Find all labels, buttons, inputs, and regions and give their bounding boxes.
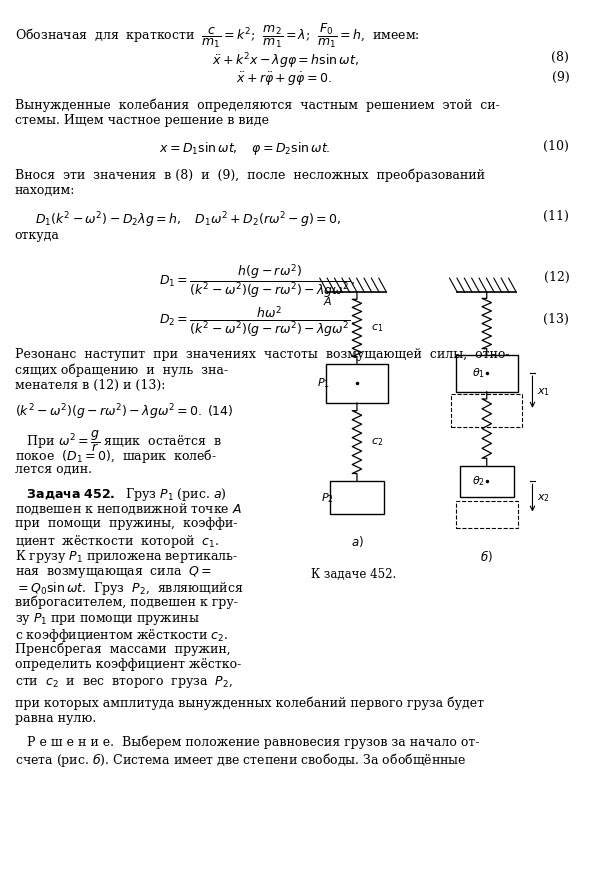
Text: (12): (12) xyxy=(543,271,569,284)
Text: К грузу $P_1$ приложена вертикаль-: К грузу $P_1$ приложена вертикаль- xyxy=(15,548,238,565)
Text: равна нулю.: равна нулю. xyxy=(15,712,96,726)
Text: $D_1=\dfrac{h(g-r\omega^2)}{(k^2-\omega^2)(g-r\omega^2)-\lambda g\omega^2},$: $D_1=\dfrac{h(g-r\omega^2)}{(k^2-\omega^… xyxy=(159,262,355,300)
Text: $c_2$: $c_2$ xyxy=(371,436,383,448)
Bar xyxy=(455,355,517,392)
Text: лется один.: лется один. xyxy=(15,463,92,476)
Text: Вынужденные  колебания  определяются  частным  решением  этой  си-: Вынужденные колебания определяются частн… xyxy=(15,99,500,112)
Text: $б)$: $б)$ xyxy=(480,548,493,563)
Bar xyxy=(326,364,388,403)
Text: менателя в (12) и (13):: менателя в (12) и (13): xyxy=(15,379,165,392)
Text: при которых амплитуда вынужденных колебаний первого груза будет: при которых амплитуда вынужденных колеба… xyxy=(15,697,484,710)
Text: виброгасителем, подвешен к гру-: виброгасителем, подвешен к гру- xyxy=(15,596,238,609)
Text: $P_2$: $P_2$ xyxy=(321,491,334,505)
Text: сящих обращению  и  нуль  зна-: сящих обращению и нуль зна- xyxy=(15,364,228,377)
Text: $a)$: $a)$ xyxy=(350,534,363,548)
Text: $A$: $A$ xyxy=(323,295,332,307)
Text: определить коэффициент жёстко-: определить коэффициент жёстко- xyxy=(15,658,241,671)
Text: ная  возмущающая  сила  $Q=$: ная возмущающая сила $Q=$ xyxy=(15,564,212,580)
Text: с коэффициентом жёсткости $c_2$.: с коэффициентом жёсткости $c_2$. xyxy=(15,627,228,644)
Text: зу $P_1$ при помощи пружины: зу $P_1$ при помощи пружины xyxy=(15,611,199,627)
Text: стемы. Ищем частное решение в виде: стемы. Ищем частное решение в виде xyxy=(15,114,269,127)
Text: (8): (8) xyxy=(552,51,569,65)
Text: сти  $c_2$  и  вес  второго  груза  $P_2$,: сти $c_2$ и вес второго груза $P_2$, xyxy=(15,674,232,690)
Text: Внося  эти  значения  в (8)  и  (9),  после  несложных  преобразований: Внося эти значения в (8) и (9), после не… xyxy=(15,168,485,181)
Text: При $\omega^2=\dfrac{g}{r}$ ящик  остаётся  в: При $\omega^2=\dfrac{g}{r}$ ящик остаётс… xyxy=(15,428,222,454)
Text: подвешен к неподвижной точке $A$: подвешен к неподвижной точке $A$ xyxy=(15,501,242,516)
Text: $x=D_1\sin\omega t,\quad \varphi=D_2\sin\omega t.$: $x=D_1\sin\omega t,\quad \varphi=D_2\sin… xyxy=(159,140,331,157)
Text: $c_1$: $c_1$ xyxy=(371,322,383,334)
Text: Р е ш е н и е.  Выберем положение равновесия грузов за начало от-: Р е ш е н и е. Выберем положение равнове… xyxy=(15,735,479,748)
Text: $\theta_2$: $\theta_2$ xyxy=(472,474,485,488)
Text: покое  $(D_1=0)$,  шарик  колеб-: покое $(D_1=0)$, шарик колеб- xyxy=(15,447,217,466)
Text: $\ddot{x}+r\ddot{\varphi}+g\dot{\varphi}=0.$: $\ddot{x}+r\ddot{\varphi}+g\dot{\varphi}… xyxy=(236,71,332,88)
Text: $D_1(k^2-\omega^2)-D_2\lambda g=h,\quad D_1\omega^2+D_2(r\omega^2-g)=0,$: $D_1(k^2-\omega^2)-D_2\lambda g=h,\quad … xyxy=(35,210,342,229)
Text: (11): (11) xyxy=(543,210,569,223)
Bar xyxy=(460,466,514,497)
Text: $\ddot{x}+k^2x-\lambda g\varphi=h\sin\omega t,$: $\ddot{x}+k^2x-\lambda g\varphi=h\sin\om… xyxy=(212,51,359,71)
Text: $P_1$: $P_1$ xyxy=(317,377,330,390)
Text: при  помощи  пружины,  коэффи-: при помощи пружины, коэффи- xyxy=(15,517,237,530)
Text: $=Q_0\sin\omega t$.  Груз  $P_2$,  являющийся: $=Q_0\sin\omega t$. Груз $P_2$, являющий… xyxy=(15,580,243,596)
Text: К задаче 452.: К задаче 452. xyxy=(312,568,396,581)
Text: $\mathbf{Задача\ 452.}$  Груз $P_1$ (рис. $a$): $\mathbf{Задача\ 452.}$ Груз $P_1$ (рис.… xyxy=(15,486,227,502)
Text: $(k^2-\omega^2)(g-r\omega^2)-\lambda g\omega^2=0.\;(14)$: $(k^2-\omega^2)(g-r\omega^2)-\lambda g\o… xyxy=(15,402,234,421)
Text: Пренсбрегая  массами  пружин,: Пренсбрегая массами пружин, xyxy=(15,643,230,656)
Text: $x_2$: $x_2$ xyxy=(537,492,550,504)
Text: Резонанс  наступит  при  значениях  частоты  возмущающей  силы,  отно-: Резонанс наступит при значениях частоты … xyxy=(15,348,509,361)
Text: циент  жёсткости  которой  $c_1$.: циент жёсткости которой $c_1$. xyxy=(15,533,219,549)
Text: Обозначая  для  краткости  $\dfrac{c}{m_1}=k^2$;  $\dfrac{m_2}{m_1}=\lambda$;  $: Обозначая для краткости $\dfrac{c}{m_1}=… xyxy=(15,22,419,50)
Text: (9): (9) xyxy=(552,71,569,84)
Text: $\theta_1$: $\theta_1$ xyxy=(472,366,485,380)
Bar xyxy=(330,481,384,514)
Bar xyxy=(451,394,522,427)
Text: находим:: находим: xyxy=(15,184,75,197)
Text: (13): (13) xyxy=(543,313,569,326)
Text: (10): (10) xyxy=(543,140,569,153)
Text: $x_1$: $x_1$ xyxy=(537,386,550,398)
Bar xyxy=(455,501,517,528)
Text: откуда: откуда xyxy=(15,229,60,242)
Text: $D_2=\dfrac{h\omega^2}{(k^2-\omega^2)(g-r\omega^2)-\lambda g\omega^2}.$: $D_2=\dfrac{h\omega^2}{(k^2-\omega^2)(g-… xyxy=(159,304,355,339)
Text: счета (рис. $б$). Система имеет две степени свободы. За обобщённые: счета (рис. $б$). Система имеет две степ… xyxy=(15,751,466,769)
